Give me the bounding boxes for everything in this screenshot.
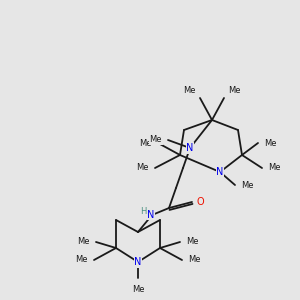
Text: Me: Me [76,256,88,265]
Text: Me: Me [264,139,277,148]
Text: O: O [196,197,204,207]
Text: Me: Me [186,238,199,247]
Text: Me: Me [188,256,200,265]
Text: Me: Me [136,164,149,172]
Text: N: N [134,257,142,267]
Text: N: N [186,143,194,153]
Text: Me: Me [132,285,144,294]
Text: Me: Me [241,181,253,190]
Text: N: N [216,167,224,177]
Text: Me: Me [149,136,162,145]
Text: Me: Me [268,164,280,172]
Text: Me: Me [77,238,90,247]
Text: Me: Me [184,86,196,95]
Text: N: N [147,210,155,220]
Text: H: H [140,208,146,217]
Text: Me: Me [228,86,241,95]
Text: Me: Me [140,139,152,148]
